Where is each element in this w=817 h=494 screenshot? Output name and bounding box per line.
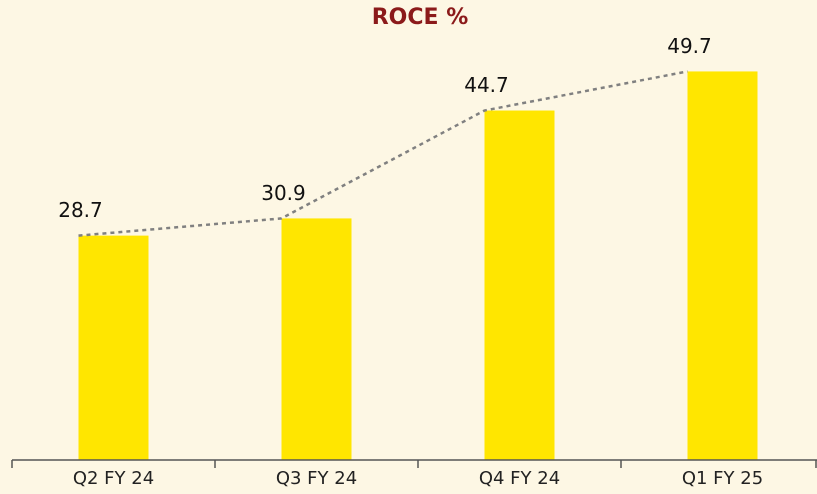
x-tick-label: Q3 FY 24 — [276, 468, 357, 489]
bar — [281, 218, 352, 460]
bar — [78, 235, 149, 460]
value-label: 28.7 — [58, 198, 103, 222]
value-label: 44.7 — [464, 73, 509, 97]
bar — [484, 110, 555, 460]
value-label: 30.9 — [261, 181, 306, 205]
bar — [687, 71, 758, 460]
x-tick-label: Q1 FY 25 — [682, 468, 763, 489]
x-tick-label: Q4 FY 24 — [479, 468, 560, 489]
trend-line — [78, 70, 688, 237]
chart-title: ROCE % — [372, 5, 469, 30]
value-label: 49.7 — [667, 34, 712, 58]
x-tick-label: Q2 FY 24 — [73, 468, 154, 489]
